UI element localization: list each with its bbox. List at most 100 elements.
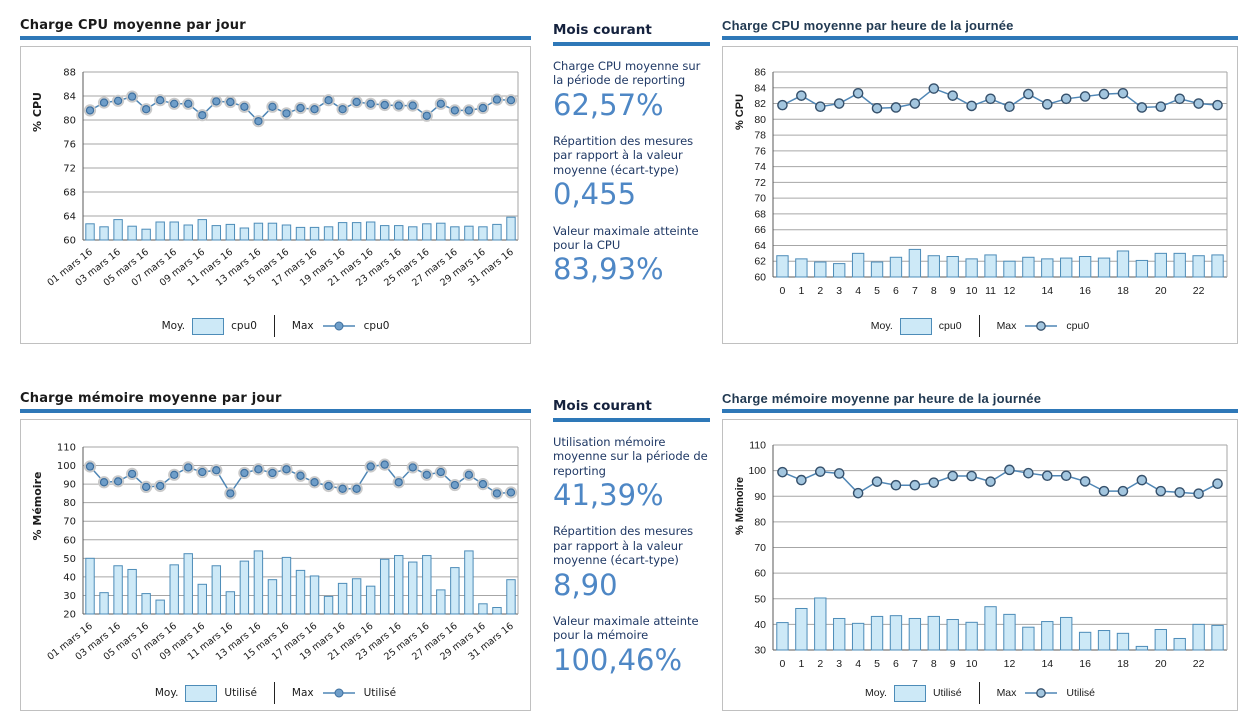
svg-text:3: 3 <box>836 285 842 297</box>
svg-text:64: 64 <box>754 240 766 252</box>
chart-card-cpu-hourly: Charge CPU moyenne par heure de la journ… <box>722 18 1238 344</box>
legend-divider <box>978 315 980 337</box>
legend-max-label: Max <box>291 320 314 332</box>
svg-text:70: 70 <box>754 542 766 554</box>
chart-box-cpu-hourly: 60 62 64 66 68 70 72 74 76 78 80 82 84 86% CPU 0 1 2 3 4 5 6… <box>722 46 1238 344</box>
svg-text:5: 5 <box>874 285 880 297</box>
legend-moy-series: Utilisé <box>932 687 962 699</box>
legend-moy-label: Moy. <box>864 687 887 699</box>
svg-text:76: 76 <box>63 140 76 151</box>
svg-text:11: 11 <box>985 285 996 297</box>
legend-max-series: cpu0 <box>363 320 390 332</box>
svg-text:4: 4 <box>855 658 861 670</box>
svg-text:4: 4 <box>855 285 861 297</box>
svg-text:18: 18 <box>1117 658 1129 670</box>
svg-text:20: 20 <box>1155 658 1167 670</box>
stat-value-mem-stddev: 8,90 <box>553 567 618 602</box>
stat-label-cpu-stddev: Répartition des mesures par rapport à la… <box>553 134 694 177</box>
svg-text:100: 100 <box>57 461 76 472</box>
svg-text:60: 60 <box>63 535 76 546</box>
svg-text:20: 20 <box>1155 285 1167 297</box>
svg-text:60: 60 <box>63 236 76 247</box>
svg-text:60: 60 <box>754 272 766 284</box>
svg-text:80: 80 <box>63 116 76 127</box>
svg-text:% CPU: % CPU <box>31 92 44 132</box>
svg-text:90: 90 <box>754 491 766 503</box>
chart-title-cpu-daily: Charge CPU moyenne par jour <box>20 18 531 40</box>
svg-text:40: 40 <box>63 572 76 583</box>
svg-text:5: 5 <box>874 658 880 670</box>
svg-text:16: 16 <box>1079 658 1091 670</box>
svg-text:14: 14 <box>1041 658 1053 670</box>
bar-swatch-icon <box>192 317 225 335</box>
line-marker-icon <box>1025 321 1058 331</box>
svg-text:3: 3 <box>836 658 842 670</box>
chart-title-cpu-hourly: Charge CPU moyenne par heure de la journ… <box>722 18 1238 40</box>
legend-moy-series: Utilisé <box>224 687 257 699</box>
legend-max-label: Max <box>996 320 1017 332</box>
svg-text:22: 22 <box>1193 285 1205 297</box>
svg-text:0: 0 <box>780 658 786 670</box>
stat-label-cpu-max: Valeur maximale atteinte pour la CPU <box>553 223 699 252</box>
svg-text:6: 6 <box>893 285 899 297</box>
svg-text:% CPU: % CPU <box>734 94 746 130</box>
stat-value-cpu-mean: 62,57% <box>553 87 664 122</box>
legend-moy-label: Moy. <box>870 320 893 332</box>
svg-text:110: 110 <box>749 440 766 452</box>
svg-text:90: 90 <box>63 480 76 491</box>
chart-card-mem-hourly: Charge mémoire moyenne par heure de la j… <box>722 391 1238 711</box>
svg-text:7: 7 <box>912 285 918 297</box>
svg-text:18: 18 <box>1117 285 1129 297</box>
chart-box-mem-hourly: 30 40 50 60 70 80 90 100 110% Mémoire 0 1 2 3 4 5 6 7 8 9 1… <box>722 419 1238 711</box>
svg-text:10: 10 <box>966 658 978 670</box>
stats-header-memory: Mois courant <box>553 398 710 422</box>
legend-max-label: Max <box>291 687 314 699</box>
svg-text:68: 68 <box>63 188 76 199</box>
svg-text:68: 68 <box>754 208 766 220</box>
svg-text:80: 80 <box>63 498 76 509</box>
svg-text:100: 100 <box>748 465 766 477</box>
svg-text:80: 80 <box>754 516 766 528</box>
line-marker-icon <box>1025 688 1058 698</box>
chart-card-cpu-daily: Charge CPU moyenne par jour 60 64 68 72 76 80… <box>20 18 531 344</box>
legend-max-series: Utilisé <box>1066 687 1095 699</box>
stat-label-cpu-mean: Charge CPU moyenne sur la période de rep… <box>553 59 701 88</box>
svg-text:60: 60 <box>754 568 766 580</box>
svg-text:66: 66 <box>754 224 766 236</box>
stat-value-mem-mean: 41,39% <box>553 478 664 513</box>
svg-text:12: 12 <box>1004 658 1016 670</box>
stats-panel-cpu: Mois courant Charge CPU moyenne sur la p… <box>553 22 710 286</box>
stat-value-cpu-stddev: 0,455 <box>553 177 637 212</box>
chart-title-mem-hourly: Charge mémoire moyenne par heure de la j… <box>722 391 1238 413</box>
svg-text:20: 20 <box>63 610 76 621</box>
svg-text:14: 14 <box>1041 285 1053 297</box>
legend-mem-hourly: Moy. Utilisé Max Utilisé <box>723 682 1237 704</box>
stat-value-cpu-max: 83,93% <box>553 252 664 287</box>
svg-text:0: 0 <box>780 285 786 297</box>
svg-text:2: 2 <box>817 285 823 297</box>
stat-label-mem-stddev: Répartition des mesures par rapport à la… <box>553 524 694 568</box>
stats-panel-memory: Mois courant Utilisation mémoire moyenne… <box>553 398 710 676</box>
svg-text:10: 10 <box>966 285 978 297</box>
svg-text:86: 86 <box>754 67 766 79</box>
svg-text:30: 30 <box>63 591 76 602</box>
svg-text:1: 1 <box>798 658 804 670</box>
svg-text:% Mémoire: % Mémoire <box>31 472 44 541</box>
bar-swatch-icon <box>899 317 932 335</box>
chart-title-mem-daily: Charge mémoire moyenne par jour <box>20 391 531 413</box>
svg-text:74: 74 <box>754 161 766 173</box>
legend-divider <box>273 682 275 704</box>
svg-text:30: 30 <box>754 645 766 657</box>
svg-text:70: 70 <box>754 193 766 205</box>
svg-text:% Mémoire: % Mémoire <box>734 477 746 535</box>
legend-max-label: Max <box>996 687 1017 699</box>
svg-text:76: 76 <box>754 145 766 157</box>
stat-label-mem-mean: Utilisation mémoire moyenne sur la pério… <box>553 435 708 478</box>
legend-moy-label: Moy. <box>161 320 186 332</box>
svg-text:80: 80 <box>754 114 766 126</box>
chart-card-mem-daily: Charge mémoire moyenne par jour 20 30 40 50… <box>20 391 531 711</box>
